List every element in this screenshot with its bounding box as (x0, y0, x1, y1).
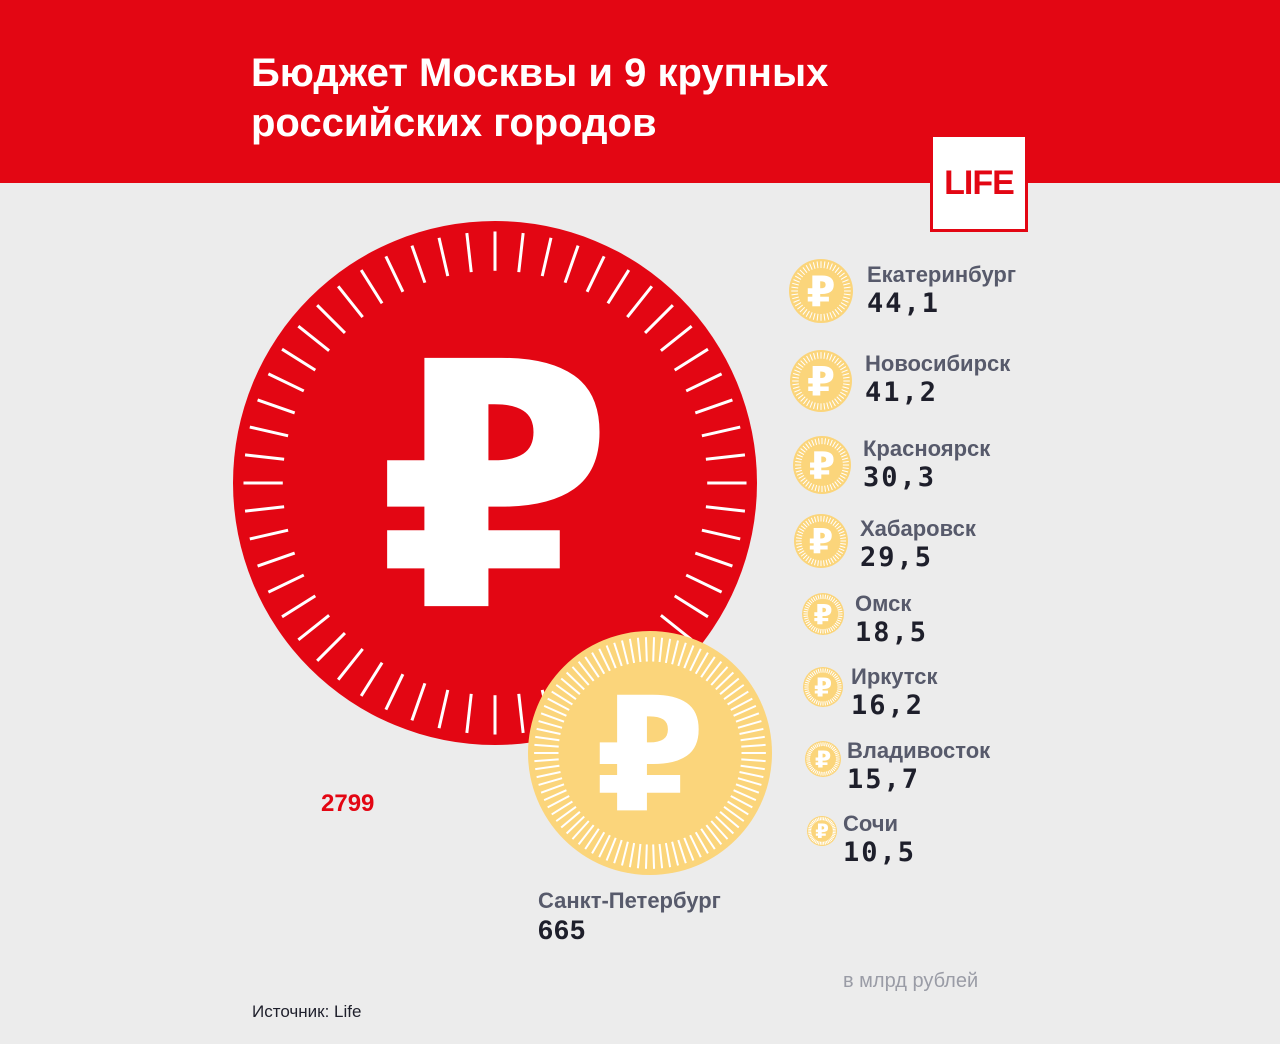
coin-ekaterinburg: ₽ (789, 259, 853, 323)
city-label-novosibirsk: Новосибирск 41,2 (865, 351, 1010, 409)
city-name: Омск (855, 591, 912, 616)
source-note: Источник: Life (252, 1002, 362, 1021)
city-label-omsk: Омск 18,5 (855, 591, 928, 649)
city-name: Сочи (843, 811, 899, 836)
city-name: Новосибирск (865, 351, 1011, 376)
city-value: 29,5 (860, 542, 934, 573)
ruble-icon: ₽ (814, 673, 832, 703)
city-label-vladivostok: Владивосток 15,7 (847, 738, 990, 796)
coin-novosibirsk: ₽ (790, 350, 852, 412)
city-value: 15,7 (847, 764, 921, 795)
city-value: 41,2 (865, 377, 939, 408)
city-label-irkutsk: Иркутск 16,2 (851, 664, 938, 722)
coin-krasnoyarsk: ₽ (793, 436, 851, 494)
ruble-icon: ₽ (815, 745, 831, 773)
city-name: Санкт-Петербург (538, 888, 721, 913)
city-value: 16,2 (851, 690, 925, 721)
spb-label: Санкт-Петербург 665 (538, 888, 721, 946)
ruble-icon: ₽ (814, 600, 833, 631)
ruble-icon: ₽ (807, 359, 835, 406)
city-label-khabarovsk: Хабаровск 29,5 (860, 516, 976, 574)
ruble-icon: ₽ (809, 444, 835, 488)
city-value: 30,3 (863, 462, 937, 493)
city-name: Владивосток (847, 738, 991, 763)
ruble-icon: ₽ (377, 291, 614, 687)
moscow-coin: ₽ (233, 221, 757, 745)
life-logo-text: LIFE (944, 163, 1015, 202)
moscow-value-label: 2799 (321, 790, 375, 817)
coin-khabarovsk: ₽ (794, 514, 848, 568)
chart-title: Бюджет Москвы и 9 крупных российских гор… (251, 51, 829, 145)
spb-coin: ₽ (528, 631, 772, 875)
city-name: Хабаровск (860, 516, 976, 541)
life-logo: LIFE (930, 134, 1028, 232)
ruble-icon: ₽ (809, 522, 833, 563)
city-value: 10,5 (843, 837, 917, 868)
city-value: 665 (538, 915, 587, 945)
city-name: Иркутск (851, 664, 938, 689)
city-label-ekaterinburg: Екатеринбург 44,1 (867, 262, 1016, 320)
city-label-sochi: Сочи 10,5 (843, 811, 916, 869)
coin-omsk: ₽ (802, 593, 844, 635)
city-value: 18,5 (855, 617, 929, 648)
city-label-krasnoyarsk: Красноярск 30,3 (863, 436, 990, 494)
coin-sochi: ₽ (807, 816, 837, 846)
city-name: Екатеринбург (867, 262, 1017, 287)
coin-vladivostok: ₽ (805, 741, 841, 777)
ruble-icon: ₽ (595, 664, 705, 848)
unit-note: в млрд рублей (843, 970, 979, 992)
header-banner (0, 0, 1280, 183)
city-value: 44,1 (867, 288, 941, 319)
city-name: Красноярск (863, 436, 991, 461)
ruble-icon: ₽ (807, 267, 836, 316)
ruble-icon: ₽ (815, 820, 829, 843)
coin-irkutsk: ₽ (803, 667, 843, 707)
